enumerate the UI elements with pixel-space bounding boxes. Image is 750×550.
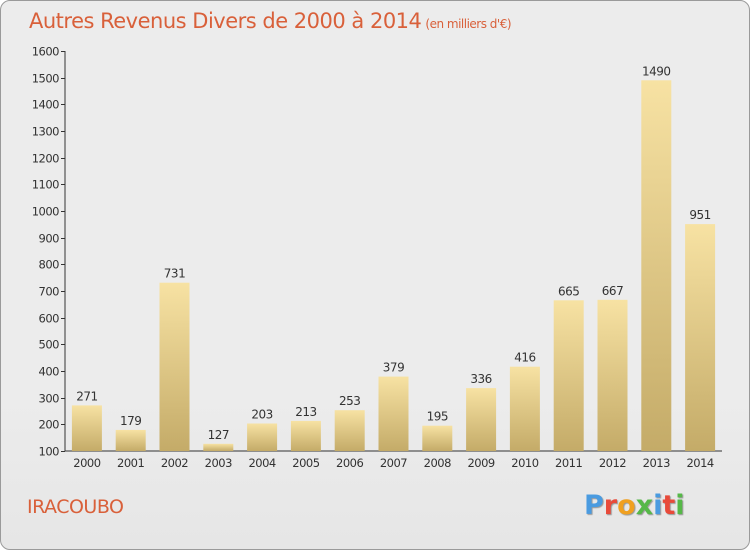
data-label: 336 — [470, 372, 491, 386]
bar-2014 — [685, 224, 716, 451]
bar-2013 — [641, 80, 672, 452]
x-tick-label: 2003 — [205, 456, 232, 470]
y-tick-label: 1400 — [32, 98, 59, 112]
chart-axes: 100 200 300 400 500 600 700 800 900 1000 1100 1200 1… — [32, 45, 722, 459]
x-tick-label: 2009 — [467, 456, 494, 470]
x-tick-label: 2007 — [380, 456, 407, 470]
data-label: 203 — [251, 408, 272, 422]
y-tick-label: 400 — [39, 365, 60, 379]
chart-bars — [71, 80, 716, 452]
bar-2007 — [378, 376, 409, 451]
chart-subtitle: (en milliers d'€) — [425, 17, 512, 31]
logo-letter: o — [617, 490, 636, 521]
data-label: 179 — [120, 414, 141, 428]
y-tick-label: 900 — [39, 232, 60, 246]
logo-letter: P — [584, 490, 604, 521]
logo-letter: i — [653, 490, 663, 521]
bar-2004 — [247, 423, 278, 451]
y-tick-label: 1000 — [32, 205, 59, 219]
data-label: 253 — [339, 394, 360, 408]
chart-title: Autres Revenus Divers de 2000 à 2014 (en … — [29, 9, 512, 33]
data-label: 379 — [383, 361, 404, 375]
bar-2010 — [509, 366, 540, 451]
bar-2011 — [553, 300, 584, 451]
data-label: 667 — [602, 284, 623, 298]
bar-2012 — [597, 299, 628, 451]
bar-2003 — [203, 443, 234, 451]
bar-2006 — [334, 410, 365, 451]
logo-letter: t — [662, 490, 676, 521]
data-label: 271 — [76, 389, 97, 403]
y-tick-label: 800 — [39, 258, 60, 272]
x-tick-label: 2005 — [292, 456, 319, 470]
logo-letter: r — [603, 490, 618, 521]
bar-2005 — [290, 420, 321, 451]
data-label: 665 — [558, 284, 579, 298]
y-tick-label: 1200 — [32, 152, 59, 166]
x-tick-label: 2000 — [73, 456, 100, 470]
y-tick-label: 600 — [39, 312, 60, 326]
chart-labels: 2000 271 2001 179 2002 731 2003 127 2004 203 2005 2… — [73, 64, 714, 470]
y-tick-label: 300 — [39, 392, 60, 406]
bar-2009 — [466, 388, 497, 451]
x-tick-label: 2013 — [643, 456, 670, 470]
chart-title-text: Autres Revenus Divers de 2000 à 2014 — [29, 9, 422, 33]
x-tick-label: 2001 — [117, 456, 144, 470]
bar-2008 — [422, 425, 453, 451]
x-tick-label: 2006 — [336, 456, 363, 470]
y-tick-label: 100 — [39, 445, 60, 459]
data-label: 195 — [427, 410, 448, 424]
data-label: 731 — [164, 267, 185, 281]
x-tick-label: 2011 — [555, 456, 582, 470]
x-tick-label: 2008 — [424, 456, 451, 470]
logo-letter: x — [635, 490, 654, 521]
y-tick-label: 1500 — [32, 72, 59, 86]
logo-letter: i — [675, 490, 685, 521]
y-tick-label: 1600 — [32, 45, 59, 59]
data-label: 127 — [208, 428, 229, 442]
x-tick-label: 2014 — [686, 456, 713, 470]
data-label: 213 — [295, 405, 316, 419]
x-tick-label: 2012 — [599, 456, 626, 470]
data-label: 1490 — [642, 64, 671, 78]
x-tick-label: 2010 — [511, 456, 538, 470]
bar-2000 — [71, 405, 102, 451]
y-tick-label: 500 — [39, 338, 60, 352]
x-tick-label: 2004 — [248, 456, 275, 470]
y-tick-label: 700 — [39, 285, 60, 299]
x-tick-label: 2002 — [161, 456, 188, 470]
data-label: 951 — [689, 208, 710, 222]
y-tick-label: 200 — [39, 418, 60, 432]
y-tick-label: 1100 — [32, 178, 59, 192]
y-tick-label: 1300 — [32, 125, 59, 139]
data-label: 416 — [514, 351, 535, 365]
proxiti-logo[interactable]: Proxiti — [584, 490, 685, 521]
commune-name: IRACOUBO — [27, 496, 124, 518]
bar-2002 — [159, 282, 190, 451]
bar-2001 — [115, 429, 146, 451]
